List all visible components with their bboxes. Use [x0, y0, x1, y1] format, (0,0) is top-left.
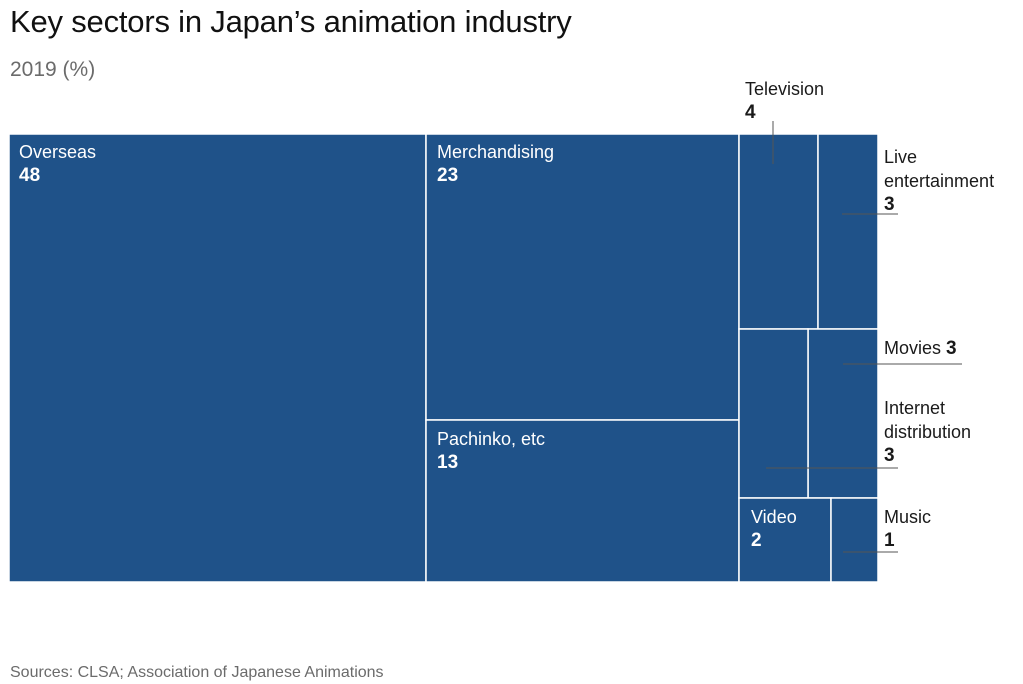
tile-music [830, 497, 879, 583]
tile-live-entertainment [817, 133, 879, 330]
label-movies-value: 3 [946, 338, 957, 359]
source-note: Sources: CLSA; Association of Japanese A… [10, 664, 384, 681]
label-live-entertainment-value: 3 [884, 194, 895, 215]
label-internet-distribution-label: Internet [884, 398, 945, 418]
label-overseas-value: 48 [19, 165, 40, 186]
tile-internet-distribution [738, 328, 809, 499]
label-movies: Movies 3 [884, 338, 957, 359]
label-video-label: Video [751, 507, 797, 527]
label-internet-distribution-label: distribution [884, 422, 971, 442]
label-merchandising-value: 23 [437, 165, 458, 186]
label-pachinko-etc-value: 13 [437, 452, 458, 473]
label-overseas-label: Overseas [19, 142, 96, 162]
label-music-value: 1 [884, 530, 895, 551]
tile-movies [807, 328, 879, 499]
label-internet-distribution-value: 3 [884, 445, 895, 466]
label-television-value: 4 [745, 102, 756, 123]
chart-subtitle: 2019 (%) [10, 58, 96, 81]
label-live-entertainment-label: Live [884, 147, 917, 167]
label-music-label: Music [884, 507, 931, 527]
chart-title: Key sectors in Japan’s animation industr… [10, 4, 572, 39]
label-video-value: 2 [751, 530, 762, 551]
tile-overseas [8, 133, 427, 583]
tile-merchandising [425, 133, 740, 421]
label-live-entertainment-label: entertainment [884, 171, 994, 191]
label-pachinko-etc-label: Pachinko, etc [437, 429, 545, 449]
label-television-label: Television [745, 79, 824, 99]
tile-television [738, 133, 819, 330]
label-movies-label: Movies [884, 338, 946, 358]
tile-pachinko-etc [425, 419, 740, 583]
label-merchandising-label: Merchandising [437, 142, 554, 162]
